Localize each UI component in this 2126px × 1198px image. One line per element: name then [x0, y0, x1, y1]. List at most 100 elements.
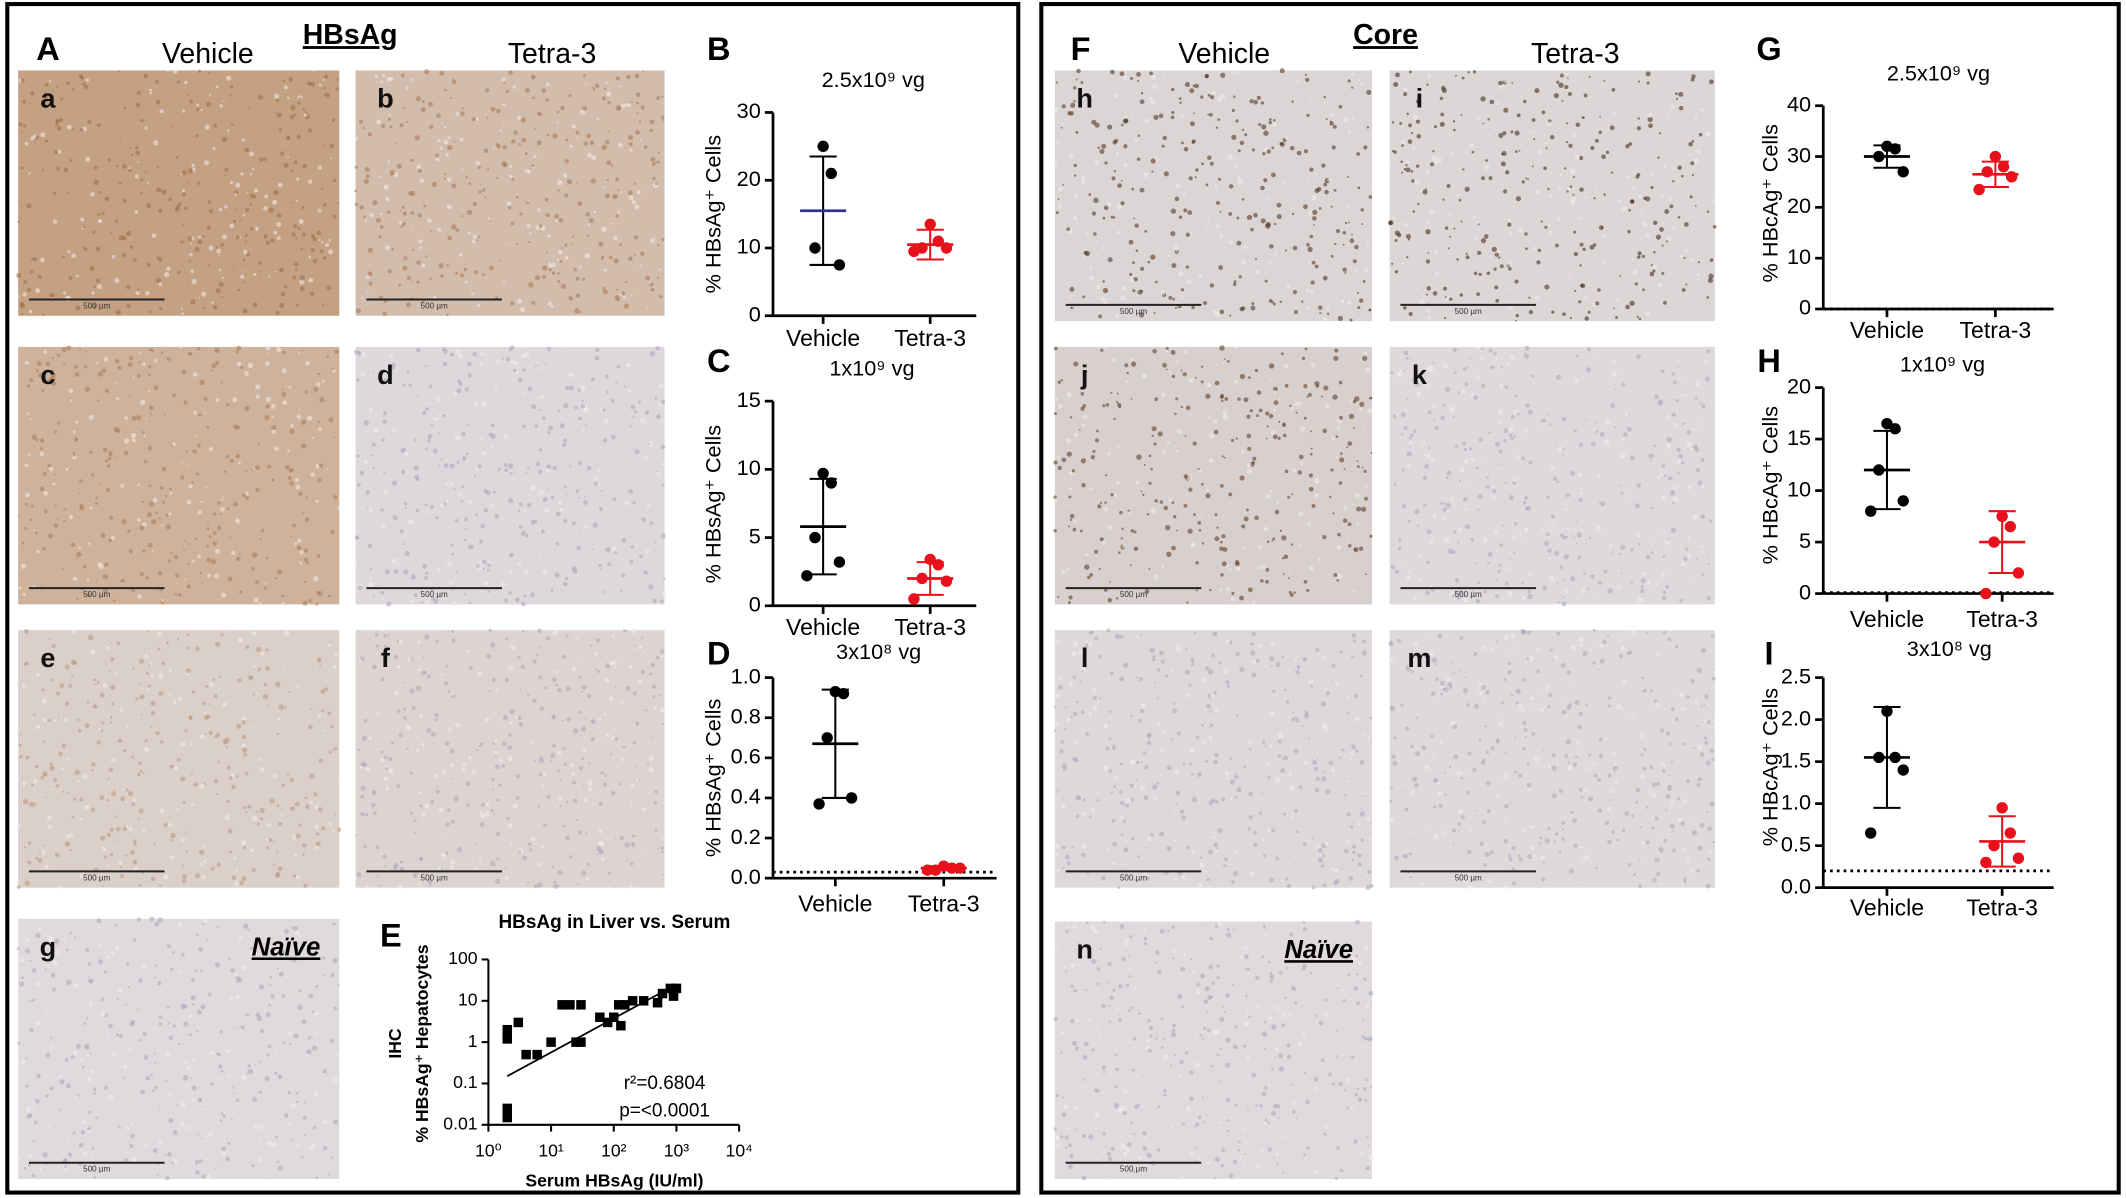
tissue-speck: [562, 442, 567, 448]
tissue-speck: [1369, 837, 1373, 842]
tissue-speck: [51, 956, 55, 959]
tissue-speck: [321, 379, 325, 383]
tissue-speck: [577, 656, 580, 659]
tissue-speck: [1701, 404, 1706, 409]
tissue-speck: [1414, 597, 1418, 601]
tissue-speck: [1309, 100, 1313, 103]
tissue-speck: [196, 443, 201, 448]
tissue-speck: [167, 1022, 170, 1025]
tissue-speck: [440, 274, 444, 278]
tissue-speck: [1200, 856, 1203, 860]
tissue-speck: [1647, 580, 1651, 584]
tissue-speck: [181, 952, 185, 957]
tissue-speck: [1474, 562, 1477, 565]
tissue-speck: [89, 1002, 93, 1007]
tissue-speck: [1304, 73, 1307, 76]
tissue-speck: [424, 503, 428, 507]
tissue-speck: [313, 1091, 320, 1097]
tissue-speck: [493, 813, 496, 816]
tissue-speck: [1102, 287, 1109, 294]
tissue-speck: [380, 629, 384, 633]
tissue-speck: [659, 599, 664, 604]
tissue-speck: [317, 420, 321, 423]
tissue-speck: [1577, 216, 1581, 221]
tissue-speck: [449, 463, 455, 469]
tissue-speck: [207, 264, 210, 267]
tissue-speck: [283, 85, 288, 90]
tissue-speck: [302, 164, 307, 169]
tissue-speck: [1113, 493, 1118, 497]
tissue-speck: [1073, 174, 1077, 177]
tissue-speck: [1073, 86, 1077, 90]
tissue-speck: [203, 396, 208, 402]
tissue-speck: [1320, 701, 1327, 707]
tissue-speck: [82, 564, 87, 569]
tissue-speck: [263, 206, 268, 211]
tissue-speck: [268, 207, 274, 213]
tissue-speck: [1265, 437, 1268, 440]
tissue-speck: [1556, 216, 1561, 222]
tissue-speck: [1250, 642, 1254, 646]
tissue-speck: [249, 172, 253, 176]
tissue-speck: [1687, 537, 1691, 541]
tissue-speck: [1357, 822, 1361, 826]
tissue-speck: [1186, 846, 1190, 850]
tissue-speck: [283, 928, 290, 934]
tissue-speck: [424, 364, 427, 368]
tissue-speck: [322, 956, 326, 960]
tissue-speck: [651, 684, 657, 690]
tissue-speck: [390, 741, 395, 745]
tissue-speck: [1352, 639, 1357, 643]
tissue-speck: [150, 1073, 154, 1077]
tissue-speck: [148, 484, 152, 488]
tissue-speck: [1464, 507, 1468, 511]
tissue-speck: [1636, 482, 1642, 488]
tissue-speck: [229, 94, 232, 97]
tissue-speck: [1207, 113, 1210, 116]
tissue-speck: [1203, 69, 1208, 73]
tissue-speck: [537, 862, 541, 866]
tissue-speck: [613, 236, 618, 241]
tissue-speck: [276, 851, 279, 854]
tissue-speck: [555, 670, 559, 674]
tissue-speck: [241, 734, 247, 740]
tissue-speck: [167, 822, 173, 827]
tissue-speck: [1200, 95, 1204, 99]
tissue-speck: [1447, 214, 1451, 217]
tissue-speck: [1269, 378, 1272, 381]
tissue-speck: [214, 347, 220, 354]
tissue-speck: [124, 416, 129, 420]
tissue-speck: [610, 790, 616, 796]
tissue-speck: [1600, 501, 1606, 507]
tissue-speck: [1135, 249, 1139, 252]
tissue-speck: [391, 558, 398, 564]
tissue-speck: [241, 876, 247, 881]
tissue-speck: [505, 89, 510, 94]
tissue-speck: [116, 457, 118, 459]
tissue-speck: [514, 597, 520, 603]
tissue-speck: [1220, 573, 1224, 577]
tissue-speck: [89, 1052, 92, 1055]
tissue-speck: [148, 390, 151, 393]
tissue-speck: [1062, 797, 1065, 800]
tissue-speck: [123, 748, 127, 752]
tissue-speck: [1538, 149, 1544, 155]
tissue-speck: [131, 1020, 136, 1024]
tissue-speck: [1690, 161, 1695, 166]
tissue-speck: [135, 150, 141, 156]
tissue-speck: [1575, 542, 1578, 545]
tissue-speck: [271, 415, 274, 419]
tissue-speck: [1099, 501, 1103, 504]
tissue-speck: [1116, 445, 1120, 448]
tissue-speck: [30, 257, 34, 261]
tissue-speck: [1219, 345, 1225, 351]
tissue-speck: [1276, 214, 1282, 220]
tissue-speck: [498, 857, 501, 860]
tissue-speck: [408, 519, 414, 525]
tissue-speck: [1366, 243, 1370, 247]
tissue-speck: [40, 775, 45, 780]
tissue-speck: [575, 276, 580, 281]
tissue-speck: [387, 634, 390, 637]
tissue-speck: [1304, 710, 1309, 715]
